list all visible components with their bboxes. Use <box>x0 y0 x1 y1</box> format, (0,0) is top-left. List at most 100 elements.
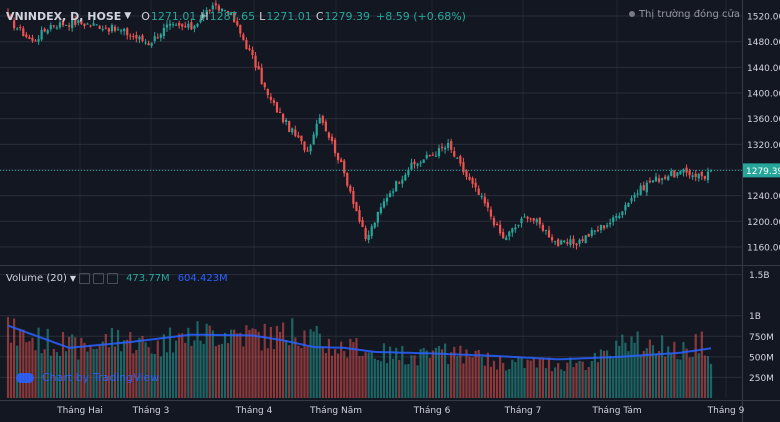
close-icon[interactable] <box>107 273 119 284</box>
candle-body <box>135 34 138 39</box>
candle-body <box>468 176 471 180</box>
candle-body <box>309 145 312 152</box>
candles <box>6 0 713 250</box>
price-tick-label: 1520.00 <box>747 13 780 23</box>
volume-bar <box>709 363 713 398</box>
candle-body <box>318 117 321 124</box>
volume-bar <box>685 348 688 398</box>
volume-bar <box>578 360 581 398</box>
price-tick-label: 1160.00 <box>747 243 780 253</box>
settings-icon[interactable] <box>93 273 105 284</box>
volume-bar <box>602 350 606 398</box>
volume-bar <box>239 332 242 398</box>
candle-body <box>217 5 220 11</box>
volume-bar <box>596 362 600 398</box>
volume-bar <box>459 345 462 398</box>
volume-bar <box>123 340 126 398</box>
volume-bar <box>257 331 260 398</box>
candle-body <box>327 132 331 138</box>
candle-body <box>428 155 431 157</box>
volume-bar <box>422 347 425 398</box>
candle-body <box>706 171 710 181</box>
volume-bar <box>288 345 291 398</box>
candle-body <box>220 8 224 12</box>
volume-bar <box>581 361 584 398</box>
candle-body <box>538 217 541 225</box>
candle-body <box>58 22 62 28</box>
volume-bar <box>199 340 202 398</box>
volume-bar <box>303 330 306 398</box>
candle-body <box>52 25 55 27</box>
volume-bar <box>214 346 217 398</box>
candle-body <box>43 28 46 32</box>
volume-bar <box>340 341 343 398</box>
candle-body <box>190 22 193 30</box>
symbol-label[interactable]: VNINDEX, D, HOSE <box>6 9 122 23</box>
candle-body <box>68 25 71 27</box>
volume-bar <box>275 325 279 398</box>
volume-bar <box>691 356 694 398</box>
candle-body <box>685 167 688 173</box>
volume-bar <box>609 355 612 398</box>
volume-bar <box>532 358 535 398</box>
volume-bar <box>101 341 104 398</box>
candle-body <box>557 239 560 247</box>
volume-bar <box>575 362 578 398</box>
volume-bar <box>64 351 68 398</box>
volume-bar <box>505 370 508 398</box>
volume-bar <box>260 350 263 398</box>
candle-body <box>615 216 618 218</box>
close-key: C <box>315 9 324 23</box>
volume-bar <box>624 342 627 398</box>
candle-body <box>263 82 266 88</box>
volume-bar <box>664 356 667 398</box>
volume-dropdown-icon[interactable]: ▼ <box>69 274 77 283</box>
volume-bar <box>132 353 135 398</box>
tradingview-brand[interactable]: Chart by TradingView <box>16 371 159 384</box>
volume-bar <box>361 355 364 398</box>
volume-bar <box>193 340 196 398</box>
candle-body <box>150 42 153 46</box>
volume-bar <box>535 367 538 398</box>
candle-body <box>306 150 309 152</box>
candle-body <box>141 35 144 42</box>
candle-body <box>22 28 25 37</box>
volume-bar <box>352 342 355 398</box>
candle-body <box>676 172 679 176</box>
volume-bar <box>547 357 551 398</box>
candle-body <box>95 24 98 26</box>
volume-bar <box>395 347 398 398</box>
volume-bar <box>404 364 407 398</box>
volume-bar <box>349 338 352 398</box>
visibility-icon[interactable] <box>79 273 91 284</box>
volume-bar <box>6 317 10 398</box>
close-value: 1279.39 <box>324 9 371 23</box>
candle-body <box>205 10 208 15</box>
volume-bar <box>306 346 309 398</box>
volume-bar <box>419 349 422 398</box>
volume-label[interactable]: Volume (20) <box>6 273 67 284</box>
volume-bar <box>474 350 477 398</box>
candle-body <box>642 184 645 191</box>
volume-bar <box>587 367 590 398</box>
symbol-dropdown-icon[interactable]: ▼ <box>124 11 132 21</box>
volume-bar <box>278 331 282 398</box>
volume-bar <box>346 357 349 398</box>
volume-bar <box>80 337 83 398</box>
candle-body <box>31 37 34 41</box>
candle-body <box>520 218 523 224</box>
volume-bar <box>104 334 107 398</box>
volume-bar <box>703 355 706 398</box>
candle-body <box>688 170 691 176</box>
volume-bar <box>217 344 220 398</box>
candle-body <box>474 182 477 188</box>
volume-bar <box>443 343 447 398</box>
candle-body <box>208 10 211 12</box>
candle-body <box>330 136 334 141</box>
candle-body <box>477 188 480 195</box>
candle-body <box>113 26 117 31</box>
volume-bar <box>612 358 615 398</box>
candle-body <box>514 227 517 230</box>
volume-bar <box>560 369 563 398</box>
